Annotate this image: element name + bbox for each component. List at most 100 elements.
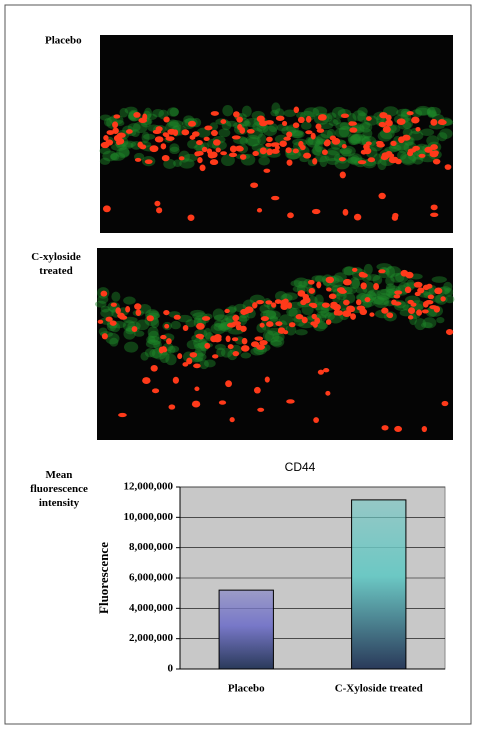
cell-green [259, 304, 270, 314]
nucleus [164, 323, 170, 329]
nucleus [203, 136, 210, 141]
nucleus [369, 312, 375, 317]
cell-green [239, 137, 248, 145]
cell-green [281, 126, 297, 136]
nucleus [259, 322, 265, 328]
nucleus [215, 147, 221, 153]
nucleus [196, 150, 204, 156]
nucleus [322, 368, 330, 373]
nucleus [201, 316, 211, 321]
quant-label: Mean fluorescence intensity [30, 469, 88, 509]
cell-green [400, 153, 416, 166]
cell-green [241, 105, 252, 118]
cell-green [265, 310, 281, 320]
cell-green [167, 107, 179, 117]
cell-green [138, 304, 152, 314]
nucleus [373, 283, 380, 291]
cell-green [228, 328, 244, 335]
nucleus [357, 160, 367, 165]
cell-green [242, 120, 251, 127]
nucleus [288, 322, 296, 328]
nucleus [333, 310, 339, 316]
nucleus [308, 302, 317, 307]
nucleus [433, 305, 441, 313]
cell-green [193, 337, 208, 349]
nucleus [187, 214, 195, 221]
nucleus [231, 337, 239, 342]
cell-green [347, 133, 361, 144]
cell-green [270, 109, 279, 117]
cell-green [385, 266, 396, 278]
cell-green [170, 320, 181, 330]
cell-green [384, 146, 399, 153]
cell-green [169, 107, 179, 117]
nucleus [146, 315, 154, 322]
nucleus [220, 151, 227, 156]
nucleus [430, 118, 438, 126]
nucleus [177, 353, 183, 360]
cell-green [397, 150, 407, 161]
cell-green [397, 142, 410, 154]
cell-green [290, 130, 305, 139]
nucleus [232, 314, 240, 322]
nucleus [133, 112, 141, 118]
cell-green [350, 155, 360, 163]
nucleus [253, 386, 261, 394]
nucleus [110, 302, 117, 307]
nucleus [161, 154, 170, 162]
cell-green [332, 118, 341, 125]
cell-green [214, 344, 226, 351]
nucleus [116, 139, 122, 146]
cell-green [377, 130, 393, 142]
nucleus [240, 308, 248, 316]
cell-green [428, 109, 437, 118]
cell-green [100, 305, 110, 313]
nucleus [302, 296, 311, 304]
cell-green [341, 149, 352, 157]
nucleus [125, 306, 131, 313]
cell-green [268, 123, 278, 133]
cell-green [320, 129, 334, 139]
cell-green [99, 114, 112, 121]
y-axis-label: Fluorescence [96, 542, 111, 614]
nucleus [173, 314, 181, 320]
cell-green [320, 307, 330, 318]
nucleus [286, 131, 293, 138]
cell-green [111, 143, 127, 151]
nucleus [308, 287, 316, 294]
cell-green [368, 289, 381, 297]
cell-green [143, 133, 156, 140]
nucleus [421, 309, 429, 314]
cell-green [390, 272, 405, 283]
y-tick-label: 4,000,000 [129, 602, 174, 614]
nucleus [411, 116, 420, 124]
cell-green [443, 281, 453, 292]
nucleus [199, 164, 206, 172]
nucleus [391, 214, 399, 221]
cell-green [118, 146, 130, 158]
nucleus [106, 130, 115, 136]
nucleus [326, 287, 332, 292]
nucleus [154, 136, 164, 143]
cell-green [203, 359, 216, 368]
cell-green [326, 157, 339, 165]
cell-green [415, 107, 431, 116]
panel-label: C-xyloside treated [31, 251, 81, 277]
cell-green [300, 121, 312, 130]
cell-green [319, 155, 328, 168]
y-tick-label: 2,000,000 [129, 632, 174, 644]
cell-green [314, 294, 324, 306]
nucleus [378, 192, 386, 200]
x-tick-label: Placebo [228, 683, 265, 695]
nucleus [119, 314, 126, 319]
nucleus [131, 326, 138, 333]
cell-green [373, 297, 389, 309]
nucleus [246, 128, 255, 134]
nucleus [310, 321, 317, 326]
cell-green [385, 266, 402, 277]
nucleus [339, 171, 346, 179]
cell-green [146, 335, 156, 345]
cell-green [333, 272, 347, 283]
nucleus [240, 345, 250, 352]
nucleus [194, 386, 200, 392]
